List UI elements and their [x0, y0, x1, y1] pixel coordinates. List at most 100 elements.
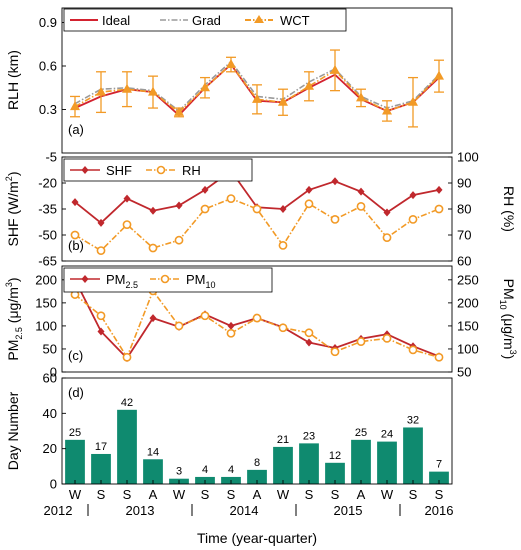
x-tick-label: A	[253, 487, 262, 502]
panel-d-y-ticks: 0 20 40 60	[43, 371, 66, 492]
series-rh-point	[382, 233, 392, 242]
panel-c-y2-axis-label-end: )	[501, 355, 517, 360]
series-pm10-point	[122, 352, 132, 362]
series-wct-point	[330, 64, 340, 74]
bar-value-label: 42	[121, 397, 133, 409]
legend-ideal-label: Ideal	[102, 13, 130, 28]
series-pm10-point	[278, 323, 288, 333]
bar-value-label: 24	[381, 429, 393, 441]
legend-grad-label: Grad	[192, 13, 221, 28]
series-shf-point	[409, 191, 417, 200]
panel-b-y2-tick-label: 70	[457, 228, 471, 243]
series-rh-line	[74, 197, 440, 252]
panel-b-y2-tick-label: 60	[457, 254, 471, 269]
panel-c-frame	[61, 265, 453, 373]
panel-c-series	[70, 275, 444, 363]
series-wct-line	[74, 63, 440, 114]
panel-b-legend: SHF RH	[63, 158, 253, 182]
series-pm10-point	[96, 311, 106, 321]
year-label: 2016	[425, 503, 454, 518]
series-pm10-point	[226, 328, 236, 338]
panel-d-y-tick-label: 20	[43, 441, 57, 456]
panel-c-y2-tick-label: 250	[457, 272, 479, 287]
series-wct-point	[174, 106, 184, 116]
bar	[299, 443, 319, 484]
panel-a-frame	[61, 7, 453, 154]
series-rh-point	[174, 235, 184, 245]
series-rh-point	[278, 240, 288, 250]
panel-b-series	[70, 166, 444, 255]
x-tick-label: W	[173, 487, 186, 502]
x-axis-label: Time (year-quarter)	[197, 530, 317, 546]
series-pm10-point	[434, 352, 444, 362]
legend-pm25-sub: 2.5	[126, 280, 139, 290]
panel-c-y-axis-label-main: PM	[5, 340, 21, 361]
legend-wct-marker	[254, 15, 264, 23]
panel-b-y-axis-label: SHF (W/m2)	[4, 171, 21, 246]
panel-c-y-axis-label: PM2.5 (μg/m3)	[4, 277, 24, 360]
legend-wct-label: WCT	[280, 13, 310, 28]
panel-c-y-tick-label: 150	[35, 295, 57, 310]
legend-pm10-label: PM10	[186, 272, 216, 290]
panel-c-y2-ticks: 50 100 150 200 250	[448, 272, 479, 380]
legend-pm10-marker	[160, 274, 170, 284]
series-shf-point	[435, 185, 443, 194]
series-rh-point	[148, 243, 158, 253]
panel-c-y2-tick-label: 100	[457, 341, 479, 356]
panel-a-label: (a)	[68, 122, 84, 137]
panel-c-y-tick-label: 200	[35, 272, 57, 287]
legend-rh-label: RH	[182, 163, 201, 178]
panel-c-y-ticks: 0 50 100 150 200	[35, 272, 66, 380]
series-shf-point	[149, 206, 157, 215]
panel-b-y-tick-label: -50	[38, 228, 57, 243]
series-shf-point	[305, 185, 313, 194]
panel-b-y-tick-label: -20	[38, 176, 57, 191]
series-wct-point	[122, 83, 132, 93]
series-pm10-point	[330, 347, 340, 357]
series-rh-point	[330, 214, 340, 224]
panel-b-y-ticks: -5 -20 -35 -50 -65	[38, 150, 66, 269]
series-pm10-point	[408, 345, 418, 355]
series-pm10-point	[252, 313, 262, 323]
panel-b-y-tick-label: -65	[38, 254, 57, 269]
panel-b-y2-ticks: 60 70 80 90 100	[448, 150, 479, 269]
panel-d-label: (d)	[68, 385, 84, 400]
x-tick-label: S	[409, 487, 418, 502]
series-wct-point	[278, 96, 288, 106]
series-shf-point	[97, 218, 105, 227]
series-shf-point	[279, 205, 287, 213]
panel-c-y2-axis-label-sup: 3	[508, 350, 518, 355]
bar	[429, 471, 449, 484]
year-label: 2013	[126, 503, 155, 518]
series-pm25-point	[149, 314, 157, 323]
bar-value-label: 25	[355, 427, 367, 439]
panel-d-y-tick-label: 0	[50, 477, 57, 492]
series-wct-point	[356, 92, 366, 102]
bar-value-label: 3	[176, 466, 182, 478]
series-rh-point	[252, 204, 262, 214]
series-wct-point	[148, 86, 158, 96]
series-rh-point	[70, 230, 80, 240]
series-shf-point	[331, 177, 339, 186]
legend-pm25-label: PM2.5	[106, 272, 138, 290]
series-shf-point	[201, 185, 209, 194]
panel-c-y2-axis-label-sub: 10	[498, 300, 508, 310]
series-wct-point	[96, 86, 106, 96]
panel-c-y2-axis-label: PM10 (μg/m3)	[498, 279, 518, 360]
panel-b-label: (b)	[68, 238, 84, 253]
legend-shf-label: SHF	[106, 163, 132, 178]
legend-pm25-marker	[81, 275, 89, 283]
panel-b-y-tick-label: -35	[38, 202, 57, 217]
series-wct-point	[434, 70, 444, 80]
legend-rh-marker	[156, 165, 166, 175]
bar-value-label: 8	[254, 457, 260, 469]
bar	[143, 459, 163, 484]
legend-pm25-main: PM	[106, 272, 126, 287]
panel-b-y-tick-label: -5	[45, 150, 57, 165]
series-pm10-point	[356, 337, 366, 346]
legend-shf-marker	[81, 166, 89, 174]
bar	[65, 439, 85, 484]
x-tick-label: W	[69, 487, 82, 502]
